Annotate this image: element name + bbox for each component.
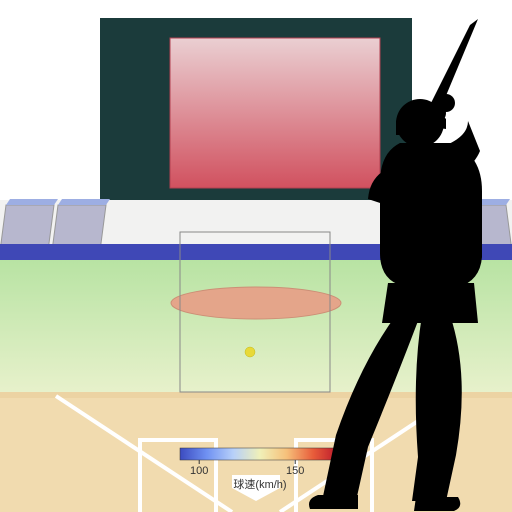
pitch-marker [245,347,255,357]
velocity-legend [180,448,340,460]
bleacher-rail [58,199,110,205]
scoreboard-screen [170,38,380,188]
legend-tick: 100 [190,465,208,477]
pitch-location-chart: 100 150球速(km/h) [0,0,512,512]
bleacher-rail [6,199,58,205]
pitchers-mound [171,287,341,319]
legend-tick: 150 [286,465,304,477]
legend-label: 球速(km/h) [233,477,286,491]
